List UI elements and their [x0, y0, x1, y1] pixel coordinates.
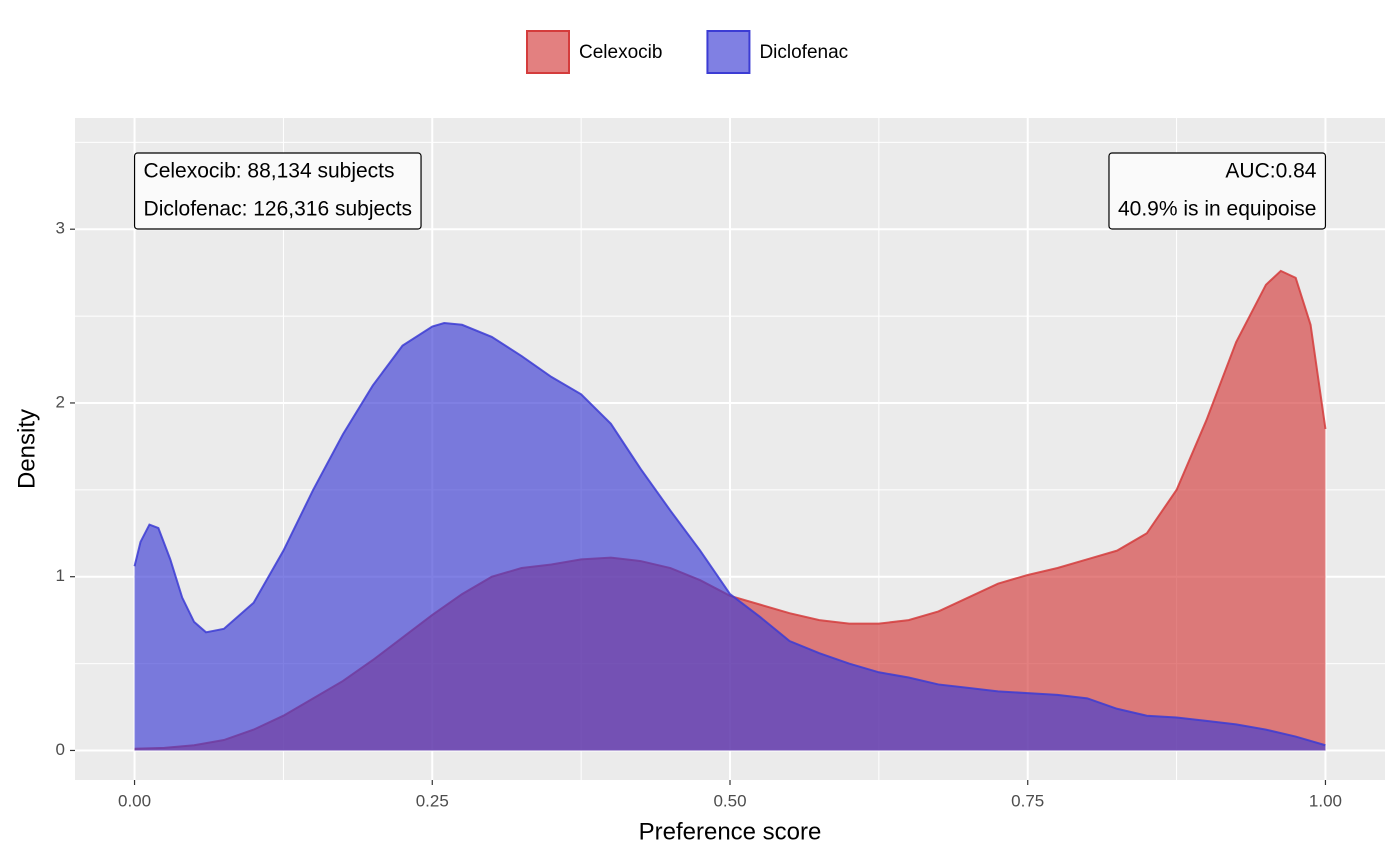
x-tick-label: 1.00 — [1309, 791, 1342, 810]
legend-label: Celexocib — [579, 42, 662, 63]
x-tick-label: 0.50 — [713, 791, 746, 810]
y-tick-label: 1 — [56, 566, 65, 585]
y-axis-title: Density — [13, 409, 40, 489]
annotation: Celexocib: 88,134 subjects Diclofenac: 12… — [133, 152, 422, 230]
annotation-text: AUC:0.84 — [1225, 160, 1316, 183]
density-line — [133, 322, 1326, 747]
annotation: AUC:0.84 40.9% is in equipoise — [1108, 152, 1327, 230]
legend-label: Diclofenac — [759, 42, 848, 63]
x-tick-label: 0.75 — [1011, 791, 1044, 810]
x-tick-label: 0.00 — [118, 791, 151, 810]
legend: Celexocib Diclofenac — [526, 30, 848, 74]
y-tick-label: 2 — [56, 392, 65, 411]
annotation-box — [1108, 152, 1327, 230]
x-tick-label: 0.25 — [416, 791, 449, 810]
legend-key — [706, 30, 751, 74]
density-area — [134, 323, 1326, 751]
x-axis-title: Preference score — [639, 818, 822, 845]
legend-key — [526, 30, 570, 74]
annotation-box — [133, 152, 422, 230]
annotation-text: Celexocib: 88,134 subjects — [144, 160, 395, 183]
annotation-text: 40.9% is in equipoise — [1118, 198, 1316, 221]
y-tick-label: 0 — [56, 740, 65, 759]
y-tick-label: 3 — [56, 219, 65, 238]
annotation-text: Diclofenac: 126,316 subjects — [144, 198, 413, 221]
